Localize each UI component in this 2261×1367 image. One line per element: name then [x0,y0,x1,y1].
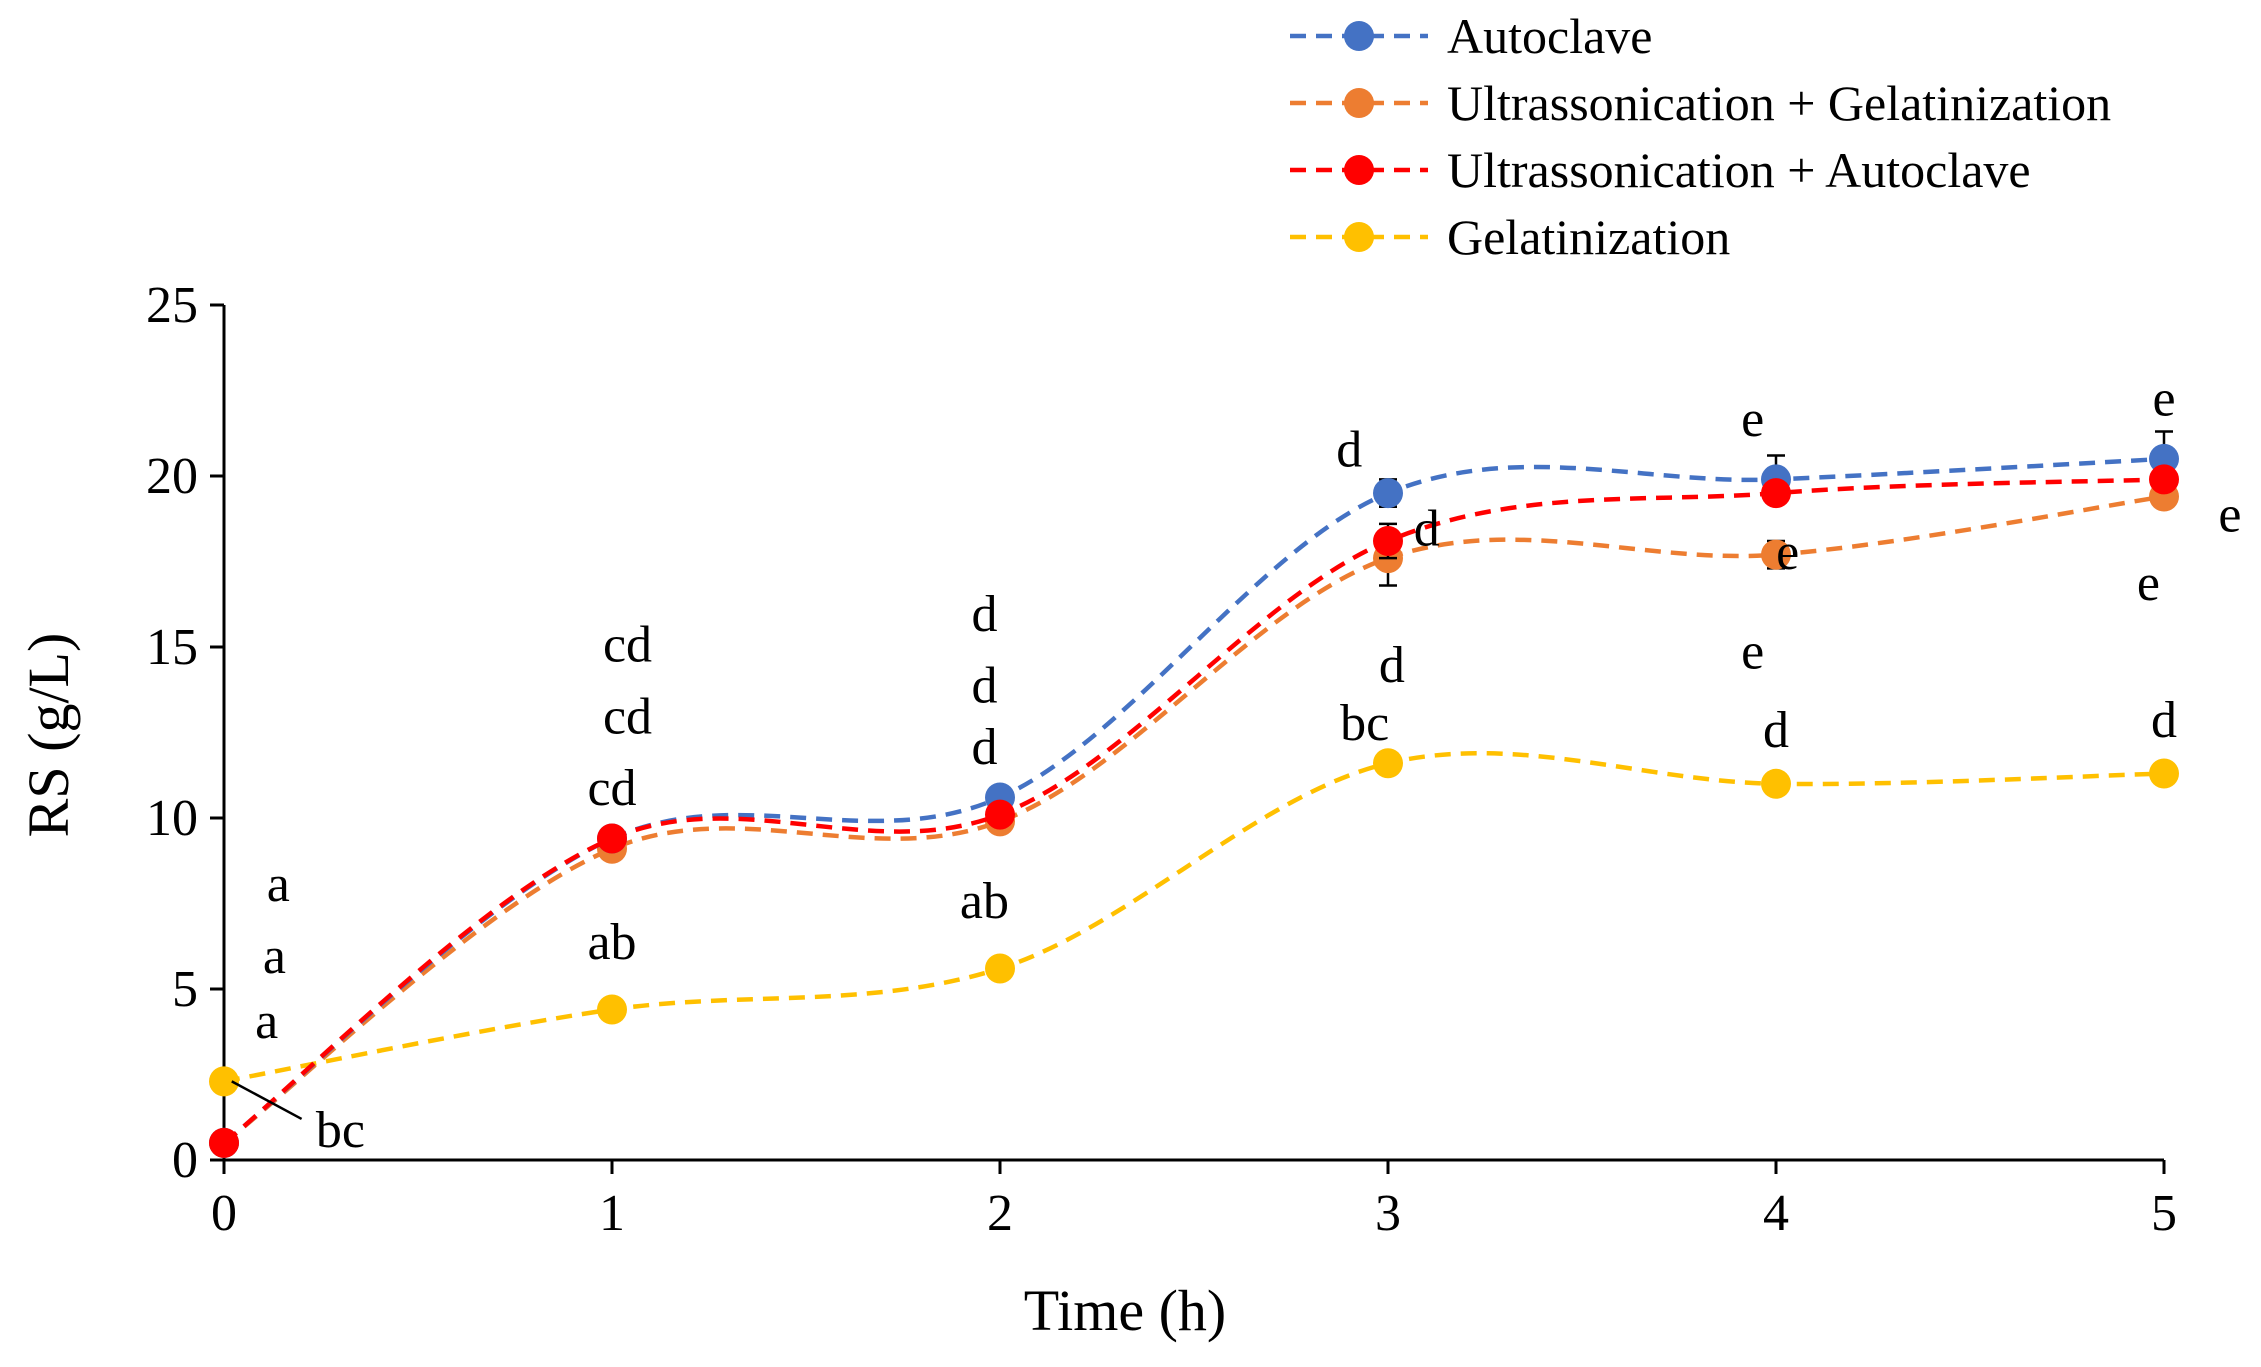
significance-letter: e [2218,487,2241,544]
data-point [2149,758,2179,789]
significance-letter: bc [316,1102,365,1159]
significance-letter: ab [960,873,1009,930]
significance-letter: d [2151,692,2177,749]
series-line [223,750,2165,1084]
significance-letter: bc [1340,695,1389,752]
annotation-leader-line [231,1080,303,1121]
significance-letter: e [1741,391,1764,448]
data-point [1761,478,1791,509]
significance-letter: ab [587,914,636,971]
significance-letter: d [1379,637,1405,694]
data-point [597,994,627,1025]
data-point [2149,443,2179,474]
legend-swatch-marker [1344,155,1374,185]
legend-label: Autoclave [1447,8,1652,64]
series-line [222,456,2165,1145]
series-layer [209,430,2179,1158]
significance-letter: cd [603,688,652,745]
significance-letter: d [971,719,997,776]
axes: 0 5 10 15 20 25 0 1 2 3 4 5 [146,277,2177,1242]
significance-letter: e [2152,370,2175,427]
significance-letter: e [1741,623,1764,680]
significance-letter: d [1336,422,1362,479]
data-point [1373,748,1403,779]
data-point [1761,768,1791,799]
x-tick-label: 3 [1375,1185,1401,1242]
significance-letter: e [1776,524,1799,581]
x-tick-label: 1 [599,1185,625,1242]
legend-label: Ultrassonication + Autoclave [1447,142,2031,198]
data-point [985,953,1015,984]
data-point [209,1066,239,1097]
y-tick-label: 0 [172,1132,198,1189]
significance-letter: cd [587,760,636,817]
data-point [2149,464,2179,495]
significance-letter: e [2137,555,2160,612]
data-point [1761,539,1791,570]
y-tick-label: 25 [146,277,198,334]
significance-letter: cd [603,617,652,674]
series-2 [209,464,2179,1158]
legend: Autoclave Ultrassonication + Gelatinizati… [1290,8,2111,265]
legend-label: Gelatinization [1447,209,1730,265]
series-3 [209,748,2179,1097]
y-tick-label: 20 [146,448,198,505]
significance-letter: a [263,928,286,985]
x-axis-title: Time (h) [1024,1278,1227,1343]
series-1 [209,481,2179,1158]
y-tick-label: 10 [146,790,198,847]
x-tick-label: 0 [211,1185,237,1242]
data-point [985,799,1015,830]
significance-letter: d [1763,702,1789,759]
data-point [1373,478,1403,509]
legend-swatch-marker [1344,222,1374,252]
legend-swatch-marker [1344,21,1374,51]
series-line [222,477,2165,1145]
y-tick-label: 5 [172,961,198,1018]
data-point [597,823,627,854]
data-point [209,1127,239,1158]
legend-label: Ultrassonication + Gelatinization [1447,75,2111,131]
y-axis-title: RS (g/L) [16,633,81,838]
y-tick-label: 15 [146,619,198,676]
x-tick-label: 4 [1763,1185,1789,1242]
x-tick-label: 5 [2151,1185,2177,1242]
data-point [1373,525,1403,556]
significance-letter: d [1414,500,1440,557]
significance-letter: a [255,993,278,1050]
legend-swatch-marker [1344,88,1374,118]
series-line [222,494,2165,1145]
significance-letter: d [971,658,997,715]
significance-letter: a [267,856,290,913]
x-tick-label: 2 [987,1185,1013,1242]
significance-letter: d [971,586,997,643]
